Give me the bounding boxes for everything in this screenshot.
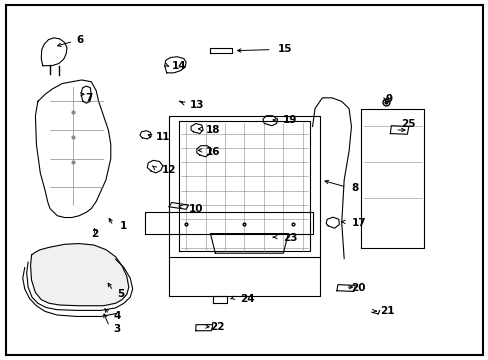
Text: 14: 14 bbox=[171, 61, 186, 71]
Text: 5: 5 bbox=[117, 289, 124, 298]
Text: 12: 12 bbox=[162, 165, 176, 175]
Text: 10: 10 bbox=[188, 204, 203, 214]
Text: 7: 7 bbox=[85, 93, 93, 103]
Text: 22: 22 bbox=[210, 322, 224, 332]
Text: 8: 8 bbox=[351, 183, 358, 193]
Text: 2: 2 bbox=[91, 229, 99, 239]
Text: 1: 1 bbox=[119, 221, 126, 231]
Text: 25: 25 bbox=[400, 118, 415, 129]
Text: 21: 21 bbox=[379, 306, 393, 316]
Text: 15: 15 bbox=[277, 44, 291, 54]
Text: 18: 18 bbox=[205, 125, 220, 135]
Text: 6: 6 bbox=[77, 35, 84, 45]
Text: 13: 13 bbox=[190, 100, 204, 110]
Text: 3: 3 bbox=[113, 324, 120, 334]
Text: 17: 17 bbox=[351, 218, 366, 228]
Text: 20: 20 bbox=[351, 283, 365, 293]
Text: 23: 23 bbox=[283, 233, 297, 243]
Text: 19: 19 bbox=[282, 115, 296, 125]
Text: 24: 24 bbox=[239, 294, 254, 303]
Text: 4: 4 bbox=[113, 311, 121, 321]
Text: 16: 16 bbox=[205, 147, 220, 157]
Text: 9: 9 bbox=[385, 94, 392, 104]
Polygon shape bbox=[30, 244, 128, 306]
Text: 11: 11 bbox=[156, 132, 170, 142]
